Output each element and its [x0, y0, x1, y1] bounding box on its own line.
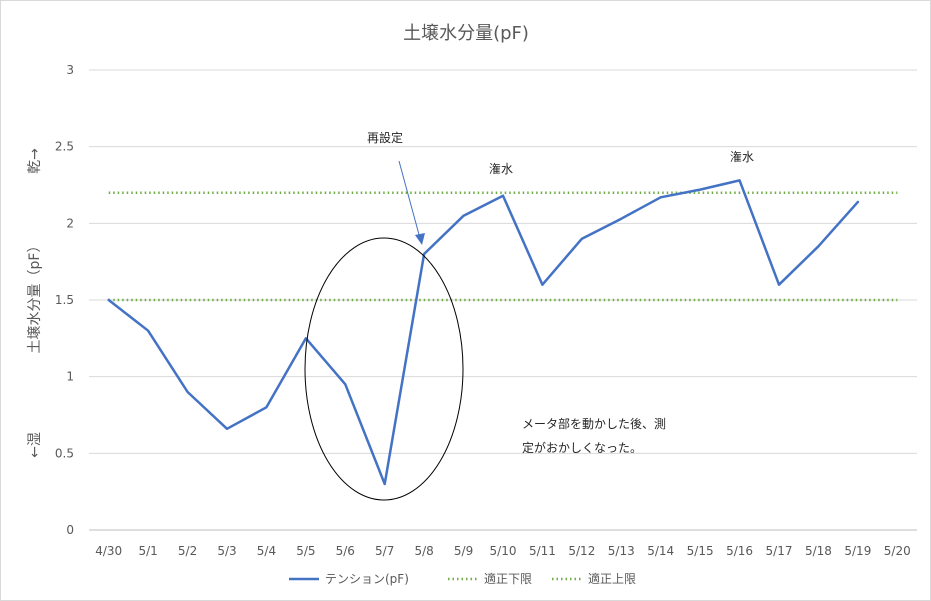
x-tick-5-1: 5/1 — [138, 544, 157, 558]
x-tick-5-16: 5/16 — [726, 544, 753, 558]
x-tick-5-7: 5/7 — [375, 544, 394, 558]
annotation-watering-2: 潅水 — [730, 150, 754, 164]
y-tick-0: 0 — [66, 523, 74, 537]
annotation-arrow-head — [415, 233, 425, 245]
y-tick-1: 1 — [66, 370, 74, 384]
y-tick-3: 3 — [66, 63, 74, 77]
x-tick-5-20: 5/20 — [884, 544, 911, 558]
legend-label-lower-limit: 適正下限 — [484, 571, 532, 586]
x-tick-5-14: 5/14 — [647, 544, 674, 558]
y-tick-0-5: 0.5 — [55, 446, 74, 460]
y-tick-1-5: 1.5 — [55, 293, 74, 307]
x-tick-5-17: 5/17 — [766, 544, 793, 558]
chart-title: 土壌水分量(pF) — [403, 23, 529, 44]
x-tick-5-13: 5/13 — [608, 544, 635, 558]
x-tick-5-2: 5/2 — [178, 544, 197, 558]
annotation-resetting: 再設定 — [367, 130, 403, 145]
y-tick-2: 2 — [66, 216, 74, 230]
y-axis-label-dry: 乾→ — [27, 148, 43, 174]
annotation-note-line-2: 定がおかしくなった。 — [522, 440, 642, 455]
annotation-note-line-1: メータ部を動かした後、測 — [522, 416, 666, 431]
x-tick-5-18: 5/18 — [805, 544, 832, 558]
x-tick-5-3: 5/3 — [217, 544, 236, 558]
x-tick-5-8: 5/8 — [414, 544, 433, 558]
y-tick-2-5: 2.5 — [55, 140, 74, 154]
annotations: 再設定 潅水 潅水 メータ部を動かした後、測 定がおかしくなった。 — [367, 130, 754, 455]
legend: テンション(pF) 適正下限 適正上限 — [289, 571, 636, 586]
y-axis-label-main: 土壌水分量（pF） — [27, 239, 43, 354]
x-tick-5-19: 5/19 — [844, 544, 871, 558]
x-tick-4-30: 4/30 — [95, 544, 122, 558]
y-axis-label-wet: ←湿 — [27, 432, 43, 458]
legend-label-tension: テンション(pF) — [325, 572, 409, 586]
series-layer — [107, 179, 898, 486]
anomaly-ellipse — [304, 237, 464, 501]
y-tick-labels: 0 0.5 1 1.5 2 2.5 3 — [55, 63, 74, 537]
x-tick-5-15: 5/15 — [687, 544, 714, 558]
annotation-watering-1: 潅水 — [489, 162, 513, 176]
x-tick-labels: 4/30 5/1 5/2 5/3 5/4 5/5 5/6 5/7 5/8 5/9 5/10 5/11 5… — [95, 544, 911, 558]
x-tick-5-10: 5/10 — [490, 544, 517, 558]
series-line-tension — [107, 179, 860, 486]
x-tick-5-9: 5/9 — [454, 544, 473, 558]
x-tick-5-11: 5/11 — [529, 544, 556, 558]
y-axis-label: ←湿 土壌水分量（pF） 乾→ — [27, 148, 43, 458]
x-tick-5-5: 5/5 — [296, 544, 315, 558]
x-tick-5-12: 5/12 — [568, 544, 595, 558]
x-tick-5-4: 5/4 — [257, 544, 276, 558]
x-tick-5-6: 5/6 — [336, 544, 355, 558]
legend-label-upper-limit: 適正上限 — [588, 571, 636, 586]
annotation-arrow-line — [398, 160, 422, 243]
